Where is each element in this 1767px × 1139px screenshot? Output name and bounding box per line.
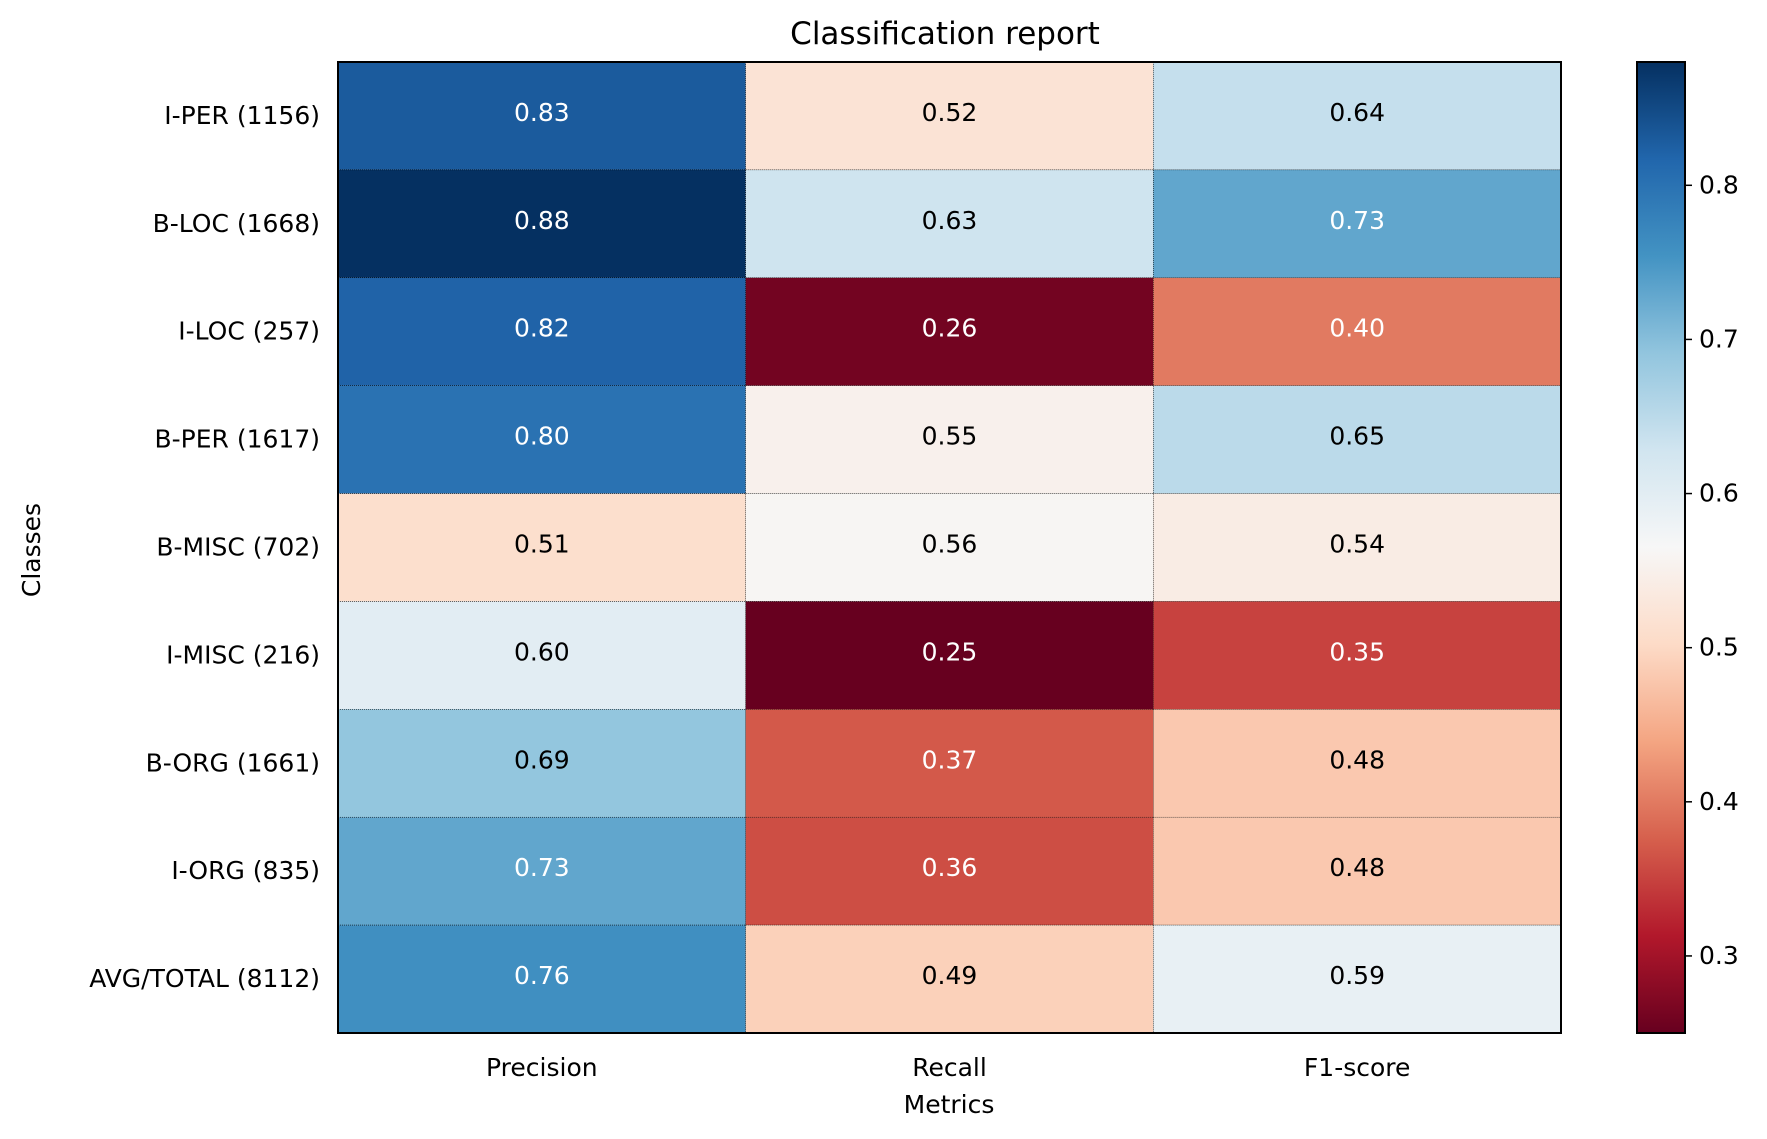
- y-tick-label: B-LOC (1668): [153, 209, 320, 238]
- colorbar-tick-label: 0.8: [1699, 170, 1739, 199]
- y-tick-label: B-PER (1617): [155, 425, 321, 454]
- cell-value-label: 0.54: [1329, 530, 1385, 559]
- y-tick-label: B-MISC (702): [156, 533, 320, 562]
- y-tick-label: I-MISC (216): [166, 640, 320, 669]
- heatmap-cell: [1153, 601, 1562, 710]
- heatmap-cell: [745, 61, 1154, 171]
- heatmap-cell: [337, 61, 746, 171]
- heatmap-cell: [337, 709, 746, 818]
- heatmap-cell: [337, 169, 746, 279]
- heatmap-cell: [1153, 493, 1562, 602]
- plot-frame: [337, 61, 1562, 1034]
- heatmap-cell: [1153, 924, 1562, 1034]
- heatmap-cell: [1153, 169, 1562, 279]
- cell-value-label: 0.63: [922, 206, 978, 235]
- heatmap-cell: [337, 924, 746, 1034]
- cell-value-label: 0.64: [1329, 98, 1385, 127]
- cell-value-label: 0.48: [1329, 853, 1385, 882]
- y-tick-label: I-ORG (835): [171, 856, 320, 885]
- cell-value-label: 0.51: [514, 530, 570, 559]
- cell-value-label: 0.36: [922, 853, 978, 882]
- cell-value-label: 0.35: [1329, 637, 1385, 666]
- y-axis-label: Classes: [17, 503, 46, 597]
- cell-value-label: 0.25: [922, 637, 978, 666]
- cell-value-label: 0.60: [514, 637, 570, 666]
- x-tick-label: Precision: [486, 1053, 598, 1082]
- cell-value-label: 0.59: [1329, 961, 1385, 990]
- heatmap-cells: [337, 61, 1562, 1034]
- cell-value-label: 0.26: [922, 314, 978, 343]
- x-tick-label: F1-score: [1304, 1053, 1410, 1082]
- y-tick-label: B-ORG (1661): [146, 748, 320, 777]
- heatmap-cell: [337, 601, 746, 710]
- colorbar-tick-label: 0.5: [1699, 633, 1739, 662]
- heatmap-cell: [745, 385, 1154, 494]
- y-tick-label: I-PER (1156): [164, 101, 320, 130]
- cell-value-label: 0.65: [1329, 422, 1385, 451]
- x-tick-label: Recall: [912, 1053, 987, 1082]
- colorbar-tick-label: 0.3: [1699, 941, 1739, 970]
- heatmap-cell: [745, 169, 1154, 279]
- cell-value-label: 0.76: [514, 961, 570, 990]
- heatmap-cell: [337, 277, 746, 386]
- x-axis-label: Metrics: [904, 1090, 995, 1119]
- chart-title: Classification report: [790, 16, 1100, 52]
- colorbar-tick-label: 0.4: [1699, 787, 1739, 816]
- cell-value-label: 0.55: [922, 422, 978, 451]
- colorbar: [1636, 61, 1686, 1034]
- cell-value-label: 0.88: [514, 206, 570, 235]
- colorbar-tick-label: 0.7: [1699, 324, 1739, 353]
- heatmap-cell: [337, 385, 746, 494]
- heatmap-cell: [1153, 61, 1562, 171]
- colorbar-tick-label: 0.6: [1699, 479, 1739, 508]
- heatmap-cell: [745, 709, 1154, 818]
- cell-value-label: 0.48: [1329, 745, 1385, 774]
- cell-value-label: 0.82: [514, 314, 570, 343]
- cell-value-label: 0.69: [514, 745, 570, 774]
- cell-value-label: 0.49: [922, 961, 978, 990]
- cell-value-label: 0.83: [514, 98, 570, 127]
- heatmap-cell: [745, 816, 1154, 926]
- heatmap-cell: [745, 277, 1154, 386]
- heatmap-cell: [1153, 816, 1562, 926]
- heatmap-cell: [1153, 277, 1562, 386]
- cell-value-label: 0.56: [922, 530, 978, 559]
- y-tick-label: AVG/TOTAL (8112): [89, 964, 320, 993]
- heatmap-cell: [745, 924, 1154, 1034]
- cell-value-label: 0.52: [922, 98, 978, 127]
- x-axis-ticks: Precision Recall F1-score: [486, 1053, 1410, 1082]
- cell-value-label: 0.73: [514, 853, 570, 882]
- heatmap-cell: [745, 493, 1154, 602]
- heatmap-cell: [745, 601, 1154, 710]
- cell-value-label: 0.37: [922, 745, 978, 774]
- y-axis-ticks: I-PER (1156) B-LOC (1668) I-LOC (257) B-PER…: [89, 101, 320, 993]
- cell-value-label: 0.73: [1329, 206, 1385, 235]
- y-tick-label: I-LOC (257): [178, 317, 320, 346]
- heatmap-cell: [1153, 385, 1562, 494]
- cell-value-label: 0.40: [1329, 314, 1385, 343]
- heatmap-cell: [1153, 709, 1562, 818]
- heatmap-cell: [337, 493, 746, 602]
- colorbar-ticks: 0.3 0.4 0.5 0.6 0.7 0.8: [1685, 170, 1739, 970]
- heatmap-cell: [337, 816, 746, 926]
- cell-value-label: 0.80: [514, 422, 570, 451]
- heatmap-cell-labels: 0.83 0.52 0.64 0.88 0.63 0.73 0.82 0.26 0.40 0.80…: [514, 98, 1385, 990]
